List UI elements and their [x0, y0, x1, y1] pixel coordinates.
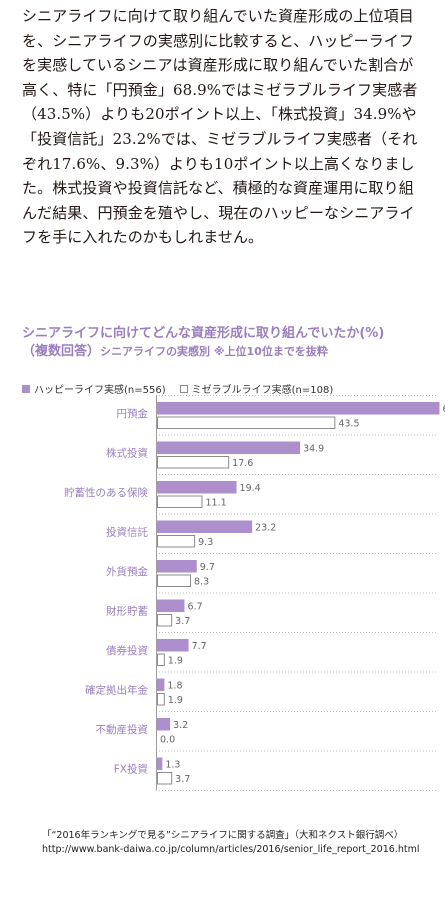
bar-happy — [157, 678, 165, 691]
value-label-happy: 1.3 — [165, 760, 180, 771]
value-label-happy: 34.9 — [303, 444, 324, 455]
legend-item-miserable: ミゼラブルライフ実感(n=108) — [179, 381, 334, 396]
value-label-happy: 68.9 — [442, 404, 445, 415]
category-label: 確定拠出年金 — [85, 684, 148, 697]
chart-subtitle: シニアライフの実感別 ※上位10位までを抜粋 — [100, 345, 328, 358]
category-label: 株式投資 — [106, 447, 148, 460]
bar-happy — [157, 639, 189, 652]
intro-paragraph: シニアライフに向けて取り組んでいた資産形成の上位項目を、シニアライフの実感別に比… — [22, 7, 418, 247]
value-label-happy: 6.7 — [187, 602, 202, 613]
legend-swatch-happy-icon — [22, 384, 30, 393]
bar-miserable — [157, 574, 192, 587]
bar-happy — [157, 757, 163, 770]
bar-happy — [157, 520, 253, 533]
bar-happy — [157, 560, 197, 573]
legend-item-happy: ハッピーライフ実感(n=556) — [22, 381, 166, 396]
value-label-miserable: 8.3 — [194, 577, 209, 588]
source-url: http://www.bank-daiwa.co.jp/column/artic… — [42, 844, 420, 855]
value-label-happy: 23.2 — [255, 523, 276, 534]
bar-happy — [157, 441, 301, 454]
chart-title-line1: シニアライフに向けてどんな資産形成に取り組んでいたか(%) — [22, 326, 385, 341]
bar-happy — [157, 402, 440, 415]
category-label: 投資信託 — [106, 526, 148, 539]
value-label-happy: 9.7 — [200, 562, 215, 573]
category-label: 外貨預金 — [106, 565, 148, 578]
value-label-miserable: 43.5 — [338, 419, 359, 430]
bar-miserable — [157, 535, 196, 548]
bar-happy — [157, 481, 237, 494]
category-label: FX投資 — [114, 763, 148, 776]
value-label-miserable: 1.9 — [168, 656, 183, 667]
legend: ハッピーライフ実感(n=556) ミゼラブルライフ実感(n=108) — [22, 381, 347, 396]
bar-miserable — [157, 693, 165, 706]
value-label-miserable: 3.7 — [175, 774, 190, 785]
bar-miserable — [157, 416, 336, 429]
bar-miserable — [157, 456, 230, 469]
legend-label-miserable: ミゼラブルライフ実感(n=108) — [191, 385, 334, 396]
legend-swatch-miserable-icon — [179, 384, 188, 393]
bar-miserable — [157, 772, 173, 785]
value-label-miserable: 1.9 — [168, 695, 183, 706]
bar-miserable — [157, 653, 165, 666]
value-label-miserable: 9.3 — [198, 537, 213, 548]
bar-chart: 円預金 68.9 43.5 株式投資 34.9 17.6 貯蓄性のある保険 19.4 11.1 投… — [64, 395, 445, 791]
value-label-happy: 3.2 — [173, 720, 188, 731]
value-label-miserable: 11.1 — [206, 498, 227, 509]
value-label-happy: 19.4 — [240, 483, 261, 494]
category-label: 債券投資 — [106, 644, 148, 657]
value-label-happy: 7.7 — [192, 641, 207, 652]
category-label: 貯蓄性のある保険 — [64, 486, 148, 499]
legend-label-happy: ハッピーライフ実感(n=556) — [34, 385, 166, 396]
bar-happy — [157, 718, 171, 731]
bar-happy — [157, 599, 185, 612]
category-label: 円預金 — [117, 407, 149, 420]
category-label: 不動産投資 — [96, 723, 149, 736]
chart-title-multiple-answer: （複数回答） — [22, 344, 101, 359]
source-citation: 「“2016年ランキングで見る”シニアライフに関する調査」（大和ネクスト銀行調べ… — [42, 829, 437, 857]
chart-title: シニアライフに向けてどんな資産形成に取り組んでいたか(%) （複数回答）シニアラ… — [22, 325, 432, 361]
value-label-miserable: 3.7 — [175, 616, 190, 627]
bar-miserable — [157, 614, 173, 627]
source-title: 「“2016年ランキングで見る”シニアライフに関する調査」（大和ネクスト銀行調べ… — [42, 830, 404, 841]
value-label-happy: 1.8 — [167, 681, 182, 692]
value-label-miserable: 0.0 — [160, 735, 175, 746]
value-label-miserable: 17.6 — [232, 458, 253, 469]
chart-title-line2: （複数回答）シニアライフの実感別 ※上位10位までを抜粋 — [22, 343, 432, 361]
bar-miserable — [157, 495, 203, 508]
category-label: 財形貯蓄 — [106, 605, 148, 618]
